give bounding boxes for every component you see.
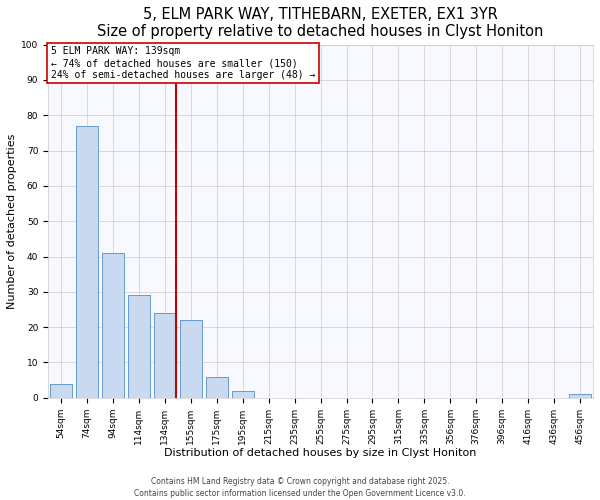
Text: Contains HM Land Registry data © Crown copyright and database right 2025.
Contai: Contains HM Land Registry data © Crown c… xyxy=(134,476,466,498)
Bar xyxy=(154,313,176,398)
Bar xyxy=(102,253,124,398)
Bar xyxy=(50,384,72,398)
Bar xyxy=(206,376,228,398)
X-axis label: Distribution of detached houses by size in Clyst Honiton: Distribution of detached houses by size … xyxy=(164,448,477,458)
Y-axis label: Number of detached properties: Number of detached properties xyxy=(7,134,17,309)
Bar xyxy=(569,394,591,398)
Title: 5, ELM PARK WAY, TITHEBARN, EXETER, EX1 3YR
Size of property relative to detache: 5, ELM PARK WAY, TITHEBARN, EXETER, EX1 … xyxy=(97,7,544,40)
Bar xyxy=(128,296,150,398)
Bar xyxy=(180,320,202,398)
Text: 5 ELM PARK WAY: 139sqm
← 74% of detached houses are smaller (150)
24% of semi-de: 5 ELM PARK WAY: 139sqm ← 74% of detached… xyxy=(51,46,315,80)
Bar xyxy=(232,390,254,398)
Bar xyxy=(76,126,98,398)
